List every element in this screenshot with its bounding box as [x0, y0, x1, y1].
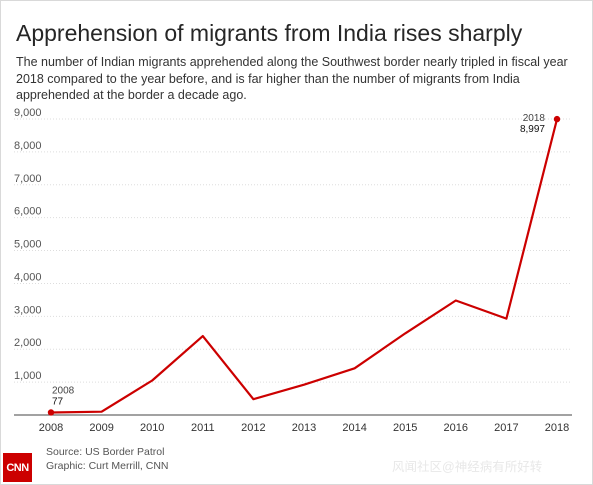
y-tick-label: 1,000 [14, 370, 42, 382]
data-point [47, 409, 55, 416]
y-tick-label: 4,000 [14, 271, 42, 283]
data-point [553, 115, 561, 123]
cnn-logo: CNN [3, 453, 32, 482]
x-tick-label: 2014 [342, 422, 366, 434]
y-tick-label: 9,000 [14, 107, 42, 119]
chart-title: Apprehension of migrants from India rise… [16, 20, 523, 46]
data-points [47, 115, 561, 416]
y-tick-label: 5,000 [14, 239, 42, 251]
x-axis-ticks: 2008 2009 2010 2011 2012 2013 2014 2015 2016 2017… [39, 422, 569, 434]
y-axis-ticks: 9,000 8,000 7,000 6,000 5,000 4,000 3,000 2,000… [14, 107, 42, 382]
x-tick-label: 2010 [140, 422, 164, 434]
grid-lines [14, 118, 572, 383]
annotation-value: 77 [52, 396, 64, 407]
x-tick-label: 2015 [393, 422, 417, 434]
x-tick-label: 2017 [494, 422, 518, 434]
y-tick-label: 7,000 [14, 173, 42, 185]
y-tick-label: 2,000 [14, 337, 42, 349]
x-tick-label: 2008 [39, 422, 63, 434]
chart-subtitle: The number of Indian migrants apprehende… [16, 55, 568, 102]
annotation-year: 2018 [523, 113, 546, 124]
watermark: 风闻社区@神经病有所好转 [392, 460, 543, 474]
x-tick-label: 2011 [191, 422, 215, 434]
y-tick-label: 3,000 [14, 304, 42, 316]
y-tick-label: 8,000 [14, 140, 42, 152]
x-tick-label: 2013 [292, 422, 316, 434]
annotation-year: 2008 [52, 385, 75, 396]
source-text: Source: US Border Patrol [46, 446, 165, 458]
x-tick-label: 2018 [545, 422, 569, 434]
annotation-value: 8,997 [520, 124, 545, 135]
x-tick-label: 2009 [89, 422, 113, 434]
y-tick-label: 6,000 [14, 206, 42, 218]
graphic-credit: Graphic: Curt Merrill, CNN [46, 460, 169, 472]
source-credits: Source: US Border Patrol Graphic: Curt M… [46, 445, 169, 473]
series-line-apprehensions [50, 118, 559, 414]
x-tick-label: 2012 [241, 422, 265, 434]
x-tick-label: 2016 [444, 422, 468, 434]
